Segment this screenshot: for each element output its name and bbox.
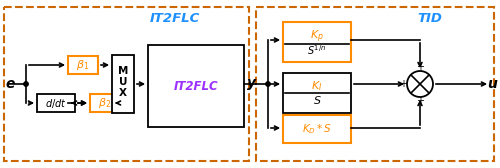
Circle shape: [266, 82, 270, 86]
Text: $\boldsymbol{e}$: $\boldsymbol{e}$: [4, 77, 16, 91]
Text: +: +: [399, 79, 407, 89]
Text: $\beta_2$: $\beta_2$: [98, 96, 112, 110]
Text: IT2FLC: IT2FLC: [174, 79, 218, 93]
Text: $\beta_1$: $\beta_1$: [76, 58, 90, 72]
Bar: [283, 73, 351, 113]
Text: U: U: [119, 77, 127, 87]
Text: $K_p$: $K_p$: [310, 29, 324, 45]
Text: +: +: [416, 62, 424, 72]
Bar: [256, 7, 494, 161]
Text: M: M: [118, 66, 128, 76]
Text: $\boldsymbol{u}$: $\boldsymbol{u}$: [488, 77, 498, 91]
Text: TID: TID: [418, 12, 442, 26]
Text: $K_D*S$: $K_D*S$: [302, 122, 332, 136]
Bar: [37, 94, 75, 112]
Circle shape: [407, 71, 433, 97]
Text: +: +: [416, 96, 424, 106]
Bar: [283, 22, 351, 62]
Bar: [112, 55, 134, 113]
Text: $\boldsymbol{y}$: $\boldsymbol{y}$: [246, 76, 258, 92]
Bar: [90, 94, 120, 112]
Text: $d/dt$: $d/dt$: [45, 96, 67, 110]
Bar: [148, 45, 244, 127]
Bar: [283, 115, 351, 143]
Circle shape: [24, 82, 28, 86]
Bar: [68, 56, 98, 74]
Text: $K_I$: $K_I$: [312, 79, 322, 93]
Bar: [4, 7, 249, 161]
Text: IT2FLC: IT2FLC: [150, 12, 200, 26]
Text: $S^{1/n}$: $S^{1/n}$: [308, 43, 326, 57]
Text: $S$: $S$: [312, 94, 322, 106]
Text: X: X: [119, 88, 127, 98]
